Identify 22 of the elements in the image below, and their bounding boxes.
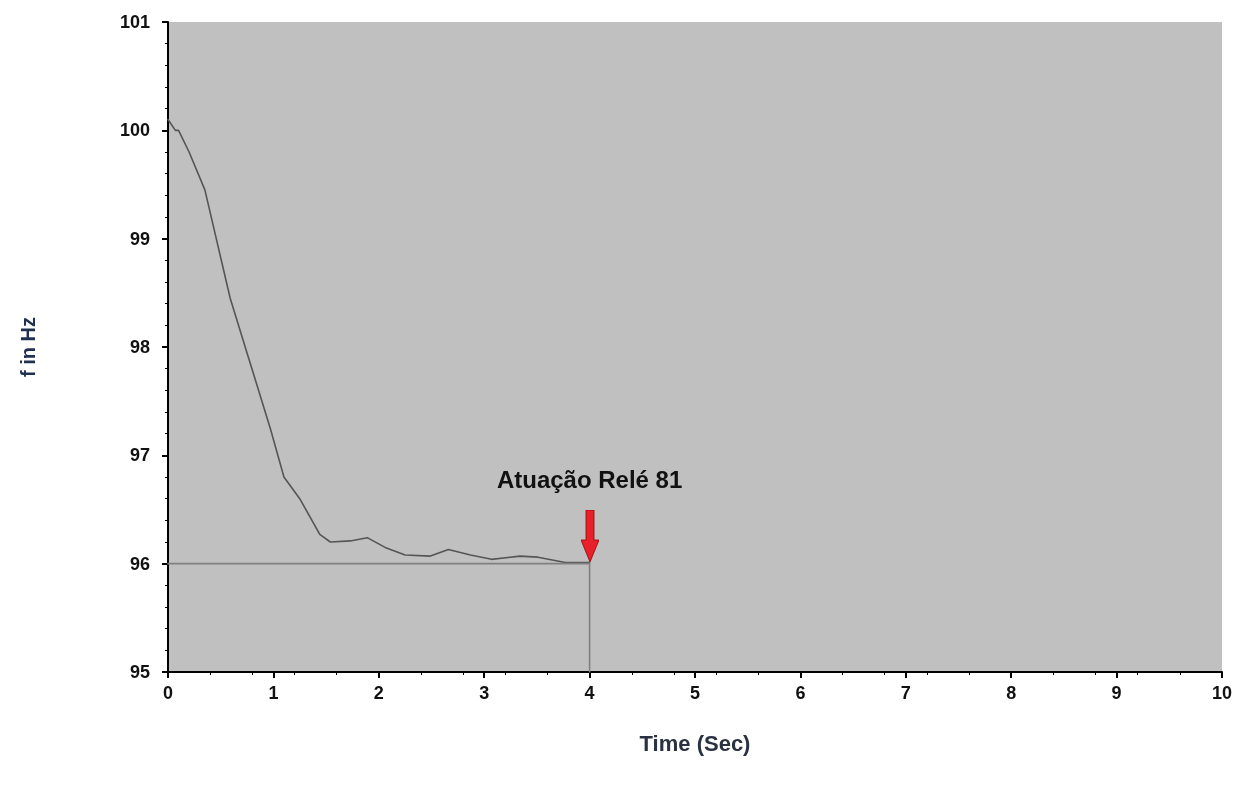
x-tick-label: 4 [584,683,595,703]
x-tick-label: 10 [1211,683,1233,703]
annotation: Atuação Relé 81 [496,466,683,494]
x-tick-label: 3 [479,683,490,703]
x-tick-label: 2 [373,683,384,703]
x-tick-label: 7 [900,683,911,703]
line-series [167,118,591,564]
y-tick-label: 97 [129,445,150,466]
x-tick-label: 9 [1111,683,1122,703]
x-tick-label: 1 [268,683,279,703]
x-axis-title: Time (Sec) [639,730,751,756]
y-tick-label: 100 [119,120,150,141]
y-tick-label: 101 [119,12,150,32]
y-tick-label: 95 [129,662,150,682]
y-tick-label: 99 [129,228,150,249]
y-tick-label: 98 [129,337,150,357]
x-tick-label: 5 [689,683,701,703]
y-tick-label: 96 [129,553,150,574]
x-tick-label: 6 [795,683,806,703]
x-tick-label: 8 [1006,683,1017,703]
y-axis-title: f in Hz [17,317,39,377]
x-tick-label: 0 [162,683,174,703]
